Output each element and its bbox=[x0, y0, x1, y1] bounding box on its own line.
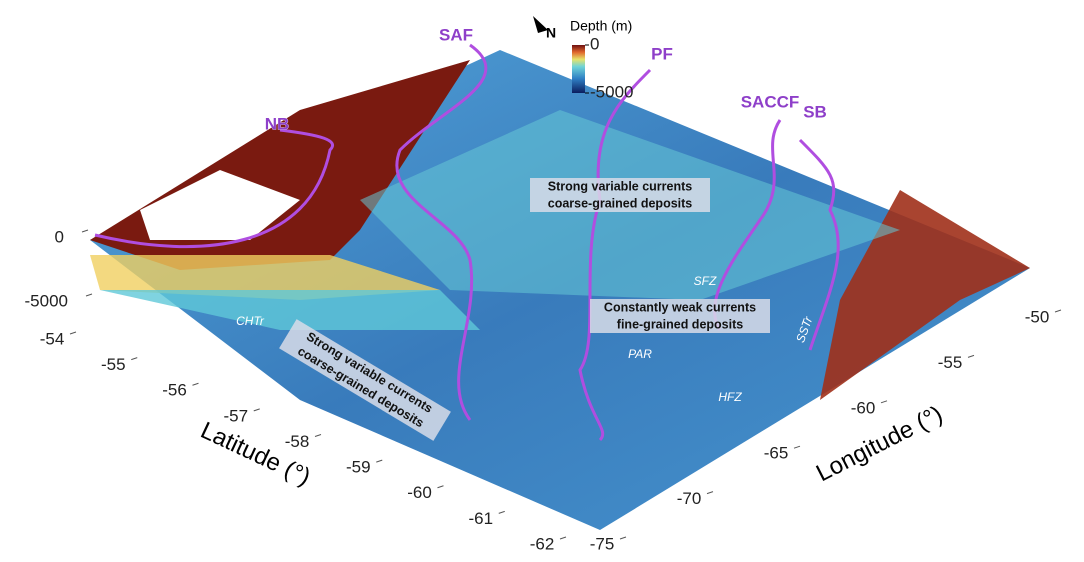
longitude-tick-label: -75 bbox=[590, 534, 615, 553]
chart: Depth (m) N -54 -55 -56 -57 -58 -59 -60 -61 -62 -… bbox=[0, 0, 1084, 557]
annotation-text: Constantly weak currents bbox=[604, 300, 756, 314]
latitude-tick-label: -59 bbox=[346, 458, 371, 477]
y-axis-label: Latitude (°) bbox=[196, 417, 314, 491]
latitude-tick bbox=[70, 332, 76, 334]
annotation-box: Constantly weak currents fine-grained dep… bbox=[590, 299, 770, 333]
latitude-tick bbox=[438, 486, 444, 488]
colorbar-tick-label: -5000 bbox=[590, 82, 633, 101]
latitude-tick-label: -56 bbox=[162, 381, 187, 400]
latitude-tick bbox=[254, 409, 260, 411]
depth-tick bbox=[86, 294, 92, 296]
longitude-tick bbox=[968, 355, 974, 357]
feature-label: HFZ bbox=[718, 390, 742, 404]
front-label: SACCF bbox=[741, 92, 800, 111]
latitude-tick-label: -60 bbox=[407, 483, 432, 502]
surface bbox=[90, 50, 1030, 530]
annotation-text: fine-grained deposits bbox=[617, 317, 743, 331]
annotation-text: coarse-grained deposits bbox=[548, 196, 693, 210]
colorbar-label: Depth (m) bbox=[570, 18, 632, 34]
latitude-tick bbox=[376, 460, 382, 462]
front-label: SAF bbox=[439, 25, 473, 44]
longitude-tick-label: -55 bbox=[938, 353, 963, 372]
latitude-tick bbox=[499, 511, 505, 513]
longitude-tick bbox=[881, 401, 887, 403]
latitude-tick-label: -62 bbox=[530, 534, 555, 553]
longitude-tick bbox=[620, 537, 626, 539]
latitude-tick bbox=[131, 358, 137, 360]
latitude-tick-label: -54 bbox=[40, 329, 65, 348]
depth-tick bbox=[82, 230, 88, 232]
x-axis-label: Longitude (°) bbox=[812, 401, 947, 488]
longitude-tick-label: -60 bbox=[851, 398, 876, 417]
annotation-box: Strong variable currents coarse-grained d… bbox=[530, 178, 710, 212]
front-label: NB bbox=[265, 114, 290, 133]
annotation-text: Strong variable currents bbox=[548, 179, 693, 193]
depth-tick-label: -5000 bbox=[25, 291, 68, 310]
feature-label: PAR bbox=[628, 347, 652, 361]
longitude-tick-label: -50 bbox=[1025, 307, 1050, 326]
colorbar-gradient bbox=[572, 45, 585, 93]
latitude-tick-label: -61 bbox=[468, 509, 493, 528]
front-label: PF bbox=[651, 44, 673, 63]
depth-tick-label: 0 bbox=[55, 227, 64, 246]
front-label: SB bbox=[803, 102, 827, 121]
latitude-tick bbox=[560, 537, 566, 539]
latitude-tick-label: -58 bbox=[285, 432, 310, 451]
longitude-tick-label: -65 bbox=[764, 444, 789, 463]
longitude-tick bbox=[1055, 310, 1061, 312]
latitude-tick bbox=[315, 435, 321, 437]
longitude-tick-label: -70 bbox=[677, 489, 702, 508]
feature-label: SFZ bbox=[694, 274, 717, 288]
north-label: N bbox=[546, 25, 556, 41]
colorbar-tick-label: 0 bbox=[590, 34, 599, 53]
latitude-tick-label: -55 bbox=[101, 355, 126, 374]
latitude-tick bbox=[193, 383, 199, 385]
longitude-tick bbox=[794, 446, 800, 448]
latitude-tick-label: -57 bbox=[223, 406, 248, 425]
feature-label: CHTr bbox=[236, 314, 265, 328]
longitude-tick bbox=[707, 492, 713, 494]
